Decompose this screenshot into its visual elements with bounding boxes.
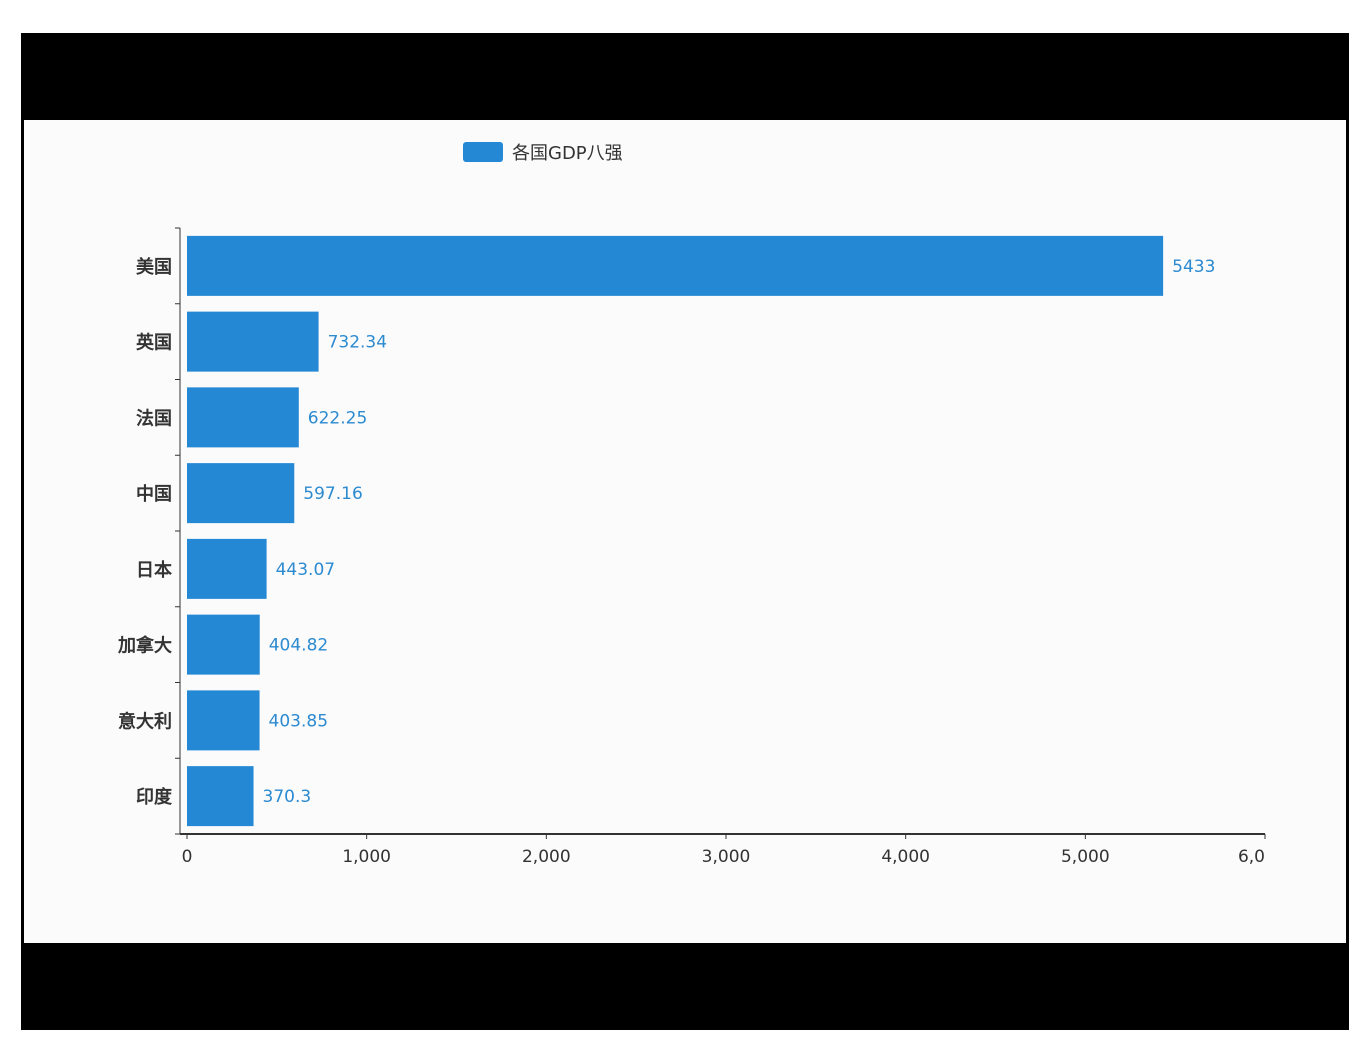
category-label: 美国 xyxy=(136,256,172,278)
category-label: 印度 xyxy=(136,786,173,808)
bar-value-label: 443.07 xyxy=(276,560,335,580)
bar[interactable] xyxy=(187,690,260,751)
bars-layer: 5433 732.34 622.25 597.16 443.07 404.82 403.85… xyxy=(187,235,1215,827)
x-tick-label: 1,000 xyxy=(342,847,391,867)
x-tick-label: 6,0 xyxy=(1238,847,1265,867)
legend[interactable]: 各国GDP八强 xyxy=(463,142,623,164)
x-tick-label: 4,000 xyxy=(881,847,930,867)
bar-value-label: 732.34 xyxy=(328,333,387,353)
bar[interactable] xyxy=(187,311,319,372)
bar-value-label: 370.3 xyxy=(263,787,312,807)
bar-value-label: 622.25 xyxy=(308,408,367,428)
bar[interactable] xyxy=(187,538,267,599)
legend-label: 各国GDP八强 xyxy=(512,143,623,164)
x-tick-label: 2,000 xyxy=(522,847,571,867)
bar[interactable] xyxy=(187,766,254,827)
bar-value-label: 403.85 xyxy=(269,711,328,731)
category-label: 日本 xyxy=(136,559,172,581)
category-label: 意大利 xyxy=(118,710,172,732)
x-tick-label: 0 xyxy=(182,847,193,867)
x-tick-label: 3,000 xyxy=(702,847,751,867)
category-label: 法国 xyxy=(136,407,172,429)
bar[interactable] xyxy=(187,387,299,448)
x-tick-label: 5,000 xyxy=(1061,847,1110,867)
category-label: 中国 xyxy=(136,483,172,505)
category-label: 英国 xyxy=(135,332,172,354)
legend-swatch xyxy=(463,142,503,162)
bar-value-label: 5433 xyxy=(1172,257,1215,277)
bar-value-label: 404.82 xyxy=(269,636,328,656)
category-label: 加拿大 xyxy=(117,635,172,657)
bar[interactable] xyxy=(187,614,260,675)
bar-value-label: 597.16 xyxy=(303,484,362,504)
bar[interactable] xyxy=(187,235,1164,296)
bar[interactable] xyxy=(187,463,295,524)
